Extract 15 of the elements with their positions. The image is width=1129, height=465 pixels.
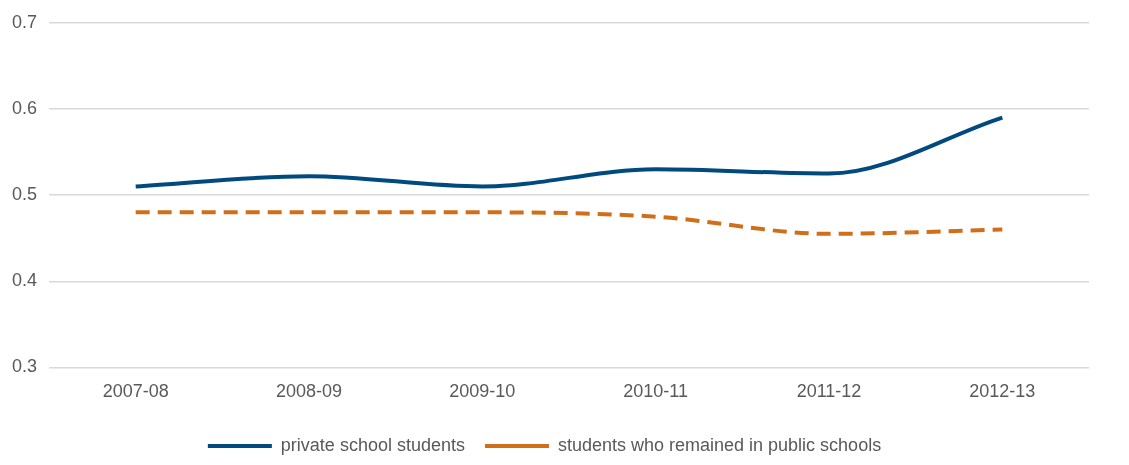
line-series bbox=[133, 115, 1005, 189]
x-tick-label: 2012-13 bbox=[969, 381, 1036, 402]
legend-label: students who remained in public schools bbox=[557, 434, 882, 455]
x-tick-label: 2009-10 bbox=[449, 381, 516, 402]
y-tick-label: 0.3 bbox=[11, 356, 38, 377]
line-series bbox=[133, 210, 1005, 236]
x-tick-label: 2007-08 bbox=[102, 381, 169, 402]
legend-label: private school students bbox=[280, 434, 465, 455]
x-tick-label: 2010-11 bbox=[623, 381, 689, 402]
y-tick-label: 0.5 bbox=[11, 184, 38, 205]
x-tick-label: 2011-12 bbox=[796, 381, 862, 402]
y-tick-label: 0.7 bbox=[11, 11, 38, 32]
x-tick-label: 2008-09 bbox=[275, 381, 343, 402]
y-tick-label: 0.4 bbox=[11, 270, 38, 291]
y-tick-label: 0.6 bbox=[11, 97, 38, 118]
